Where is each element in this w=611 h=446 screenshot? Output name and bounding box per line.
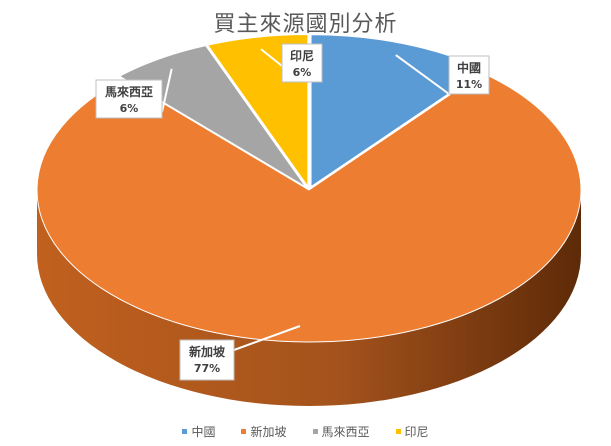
callout-leader-1 bbox=[233, 325, 301, 351]
callout-value-2: 6% bbox=[120, 102, 139, 115]
callout-leader-0 bbox=[395, 54, 450, 95]
legend-swatch-0 bbox=[182, 429, 188, 434]
callout-name-1: 新加坡 bbox=[189, 344, 226, 359]
legend-item-2[interactable]: 馬來西亞 bbox=[312, 423, 370, 440]
callout-box-1 bbox=[179, 339, 235, 381]
callout-name-3: 印尼 bbox=[290, 49, 314, 63]
legend-item-3[interactable]: 印尼 bbox=[395, 423, 429, 440]
legend-swatch-2 bbox=[312, 429, 318, 434]
legend: 中國 新加坡 馬來西亞 印尼 bbox=[0, 423, 611, 440]
pie-side-1 bbox=[37, 190, 581, 406]
legend-swatch-3 bbox=[395, 429, 401, 434]
legend-label-2: 馬來西亞 bbox=[321, 425, 370, 439]
pie-slice-2[interactable] bbox=[118, 45, 307, 188]
pie-tops bbox=[36, 33, 582, 343]
legend-label-3: 印尼 bbox=[404, 425, 429, 439]
pie-callouts: 中國 11% 新加坡 77% 馬來西亞 6% 印尼 6% bbox=[95, 43, 490, 381]
callout-value-3: 6% bbox=[293, 66, 312, 79]
pie-sides bbox=[37, 190, 581, 406]
chart-title: 買主來源國別分析 bbox=[213, 12, 398, 37]
pie-slice-1[interactable] bbox=[36, 72, 582, 343]
legend-item-1[interactable]: 新加坡 bbox=[241, 423, 287, 440]
callout-value-0: 11% bbox=[456, 78, 482, 91]
callout-name-0: 中國 bbox=[457, 60, 481, 75]
legend-label-1: 新加坡 bbox=[250, 425, 287, 439]
callout-box-0 bbox=[448, 55, 490, 95]
legend-label-0: 中國 bbox=[191, 425, 216, 439]
callout-box-2 bbox=[95, 79, 163, 119]
legend-item-0[interactable]: 中國 bbox=[182, 423, 215, 440]
callout-value-1: 77% bbox=[194, 362, 220, 375]
legend-swatch-1 bbox=[241, 429, 247, 434]
callout-box-3 bbox=[281, 43, 323, 83]
callout-name-2: 馬來西亞 bbox=[105, 84, 153, 99]
callout-leader-2 bbox=[161, 68, 173, 113]
